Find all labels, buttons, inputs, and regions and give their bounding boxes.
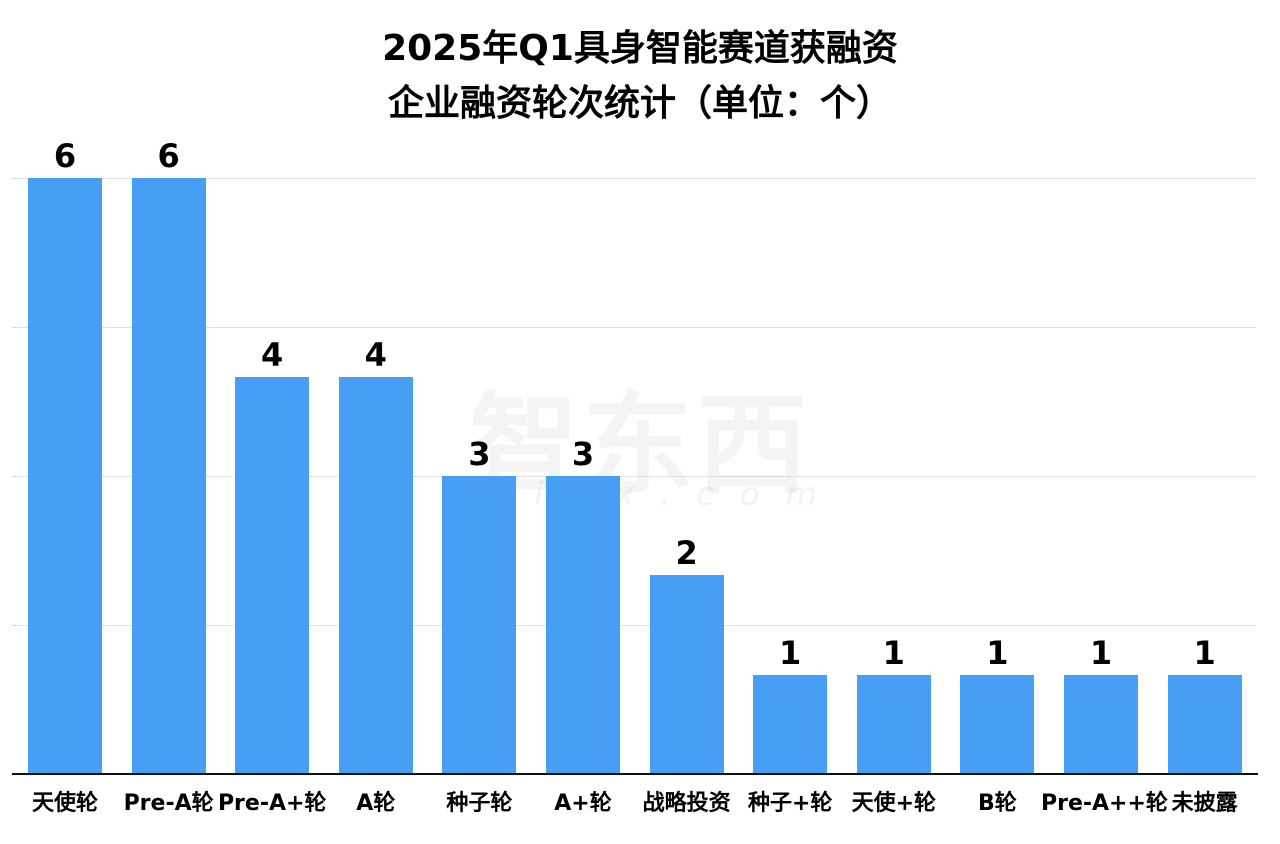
bar-value-label: 1 (1193, 633, 1216, 672)
x-tick-label: 天使轮 (31, 791, 98, 816)
bar-value-label: 3 (468, 435, 491, 473)
bar (338, 376, 413, 774)
x-tick-label: A轮 (356, 791, 396, 816)
x-tick-label: B轮 (978, 791, 1017, 816)
x-tick-label: 种子+轮 (747, 791, 833, 816)
bar-value-label: 3 (571, 435, 595, 473)
bar-value-label: 6 (157, 137, 180, 175)
x-tick-label: A+轮 (554, 791, 612, 816)
x-tick-label: Pre-A++轮 (1041, 791, 1168, 816)
bar-value-label: 1 (1089, 633, 1113, 672)
chart-title-line-1: 2025年Q1具身智能赛道获融资 (382, 28, 898, 69)
bar (856, 674, 931, 774)
gridline (12, 476, 1256, 477)
bar-value-label: 1 (986, 633, 1009, 672)
bar (960, 674, 1035, 774)
chart-title-line-2: 企业融资轮次统计（单位：个） (387, 83, 892, 124)
bar (235, 376, 310, 774)
bar (442, 476, 517, 774)
x-tick-label: 战略投资 (642, 791, 731, 816)
bar-value-label: 4 (364, 335, 387, 374)
x-tick-label: 未披露 (1171, 791, 1238, 816)
bar-value-label: 1 (882, 633, 905, 672)
bar-value-label: 2 (675, 534, 698, 573)
bar (1167, 674, 1242, 774)
x-axis-line (12, 773, 1258, 775)
bar-value-label: 6 (53, 137, 77, 175)
x-tick-label: 种子轮 (446, 791, 513, 816)
x-tick-label: Pre-A+轮 (217, 791, 327, 816)
x-tick-label: Pre-A轮 (123, 791, 214, 816)
bar (131, 178, 206, 774)
gridline (12, 327, 1256, 328)
gridline (12, 625, 1256, 626)
x-tick-label: 天使+轮 (851, 791, 937, 816)
bar-value-label: 1 (779, 633, 802, 672)
bar-value-label: 4 (261, 335, 284, 374)
bar (1064, 674, 1138, 774)
bar (546, 476, 620, 774)
bar (649, 575, 724, 774)
bar (753, 674, 828, 774)
bar (28, 178, 102, 774)
gridline (12, 178, 1256, 179)
